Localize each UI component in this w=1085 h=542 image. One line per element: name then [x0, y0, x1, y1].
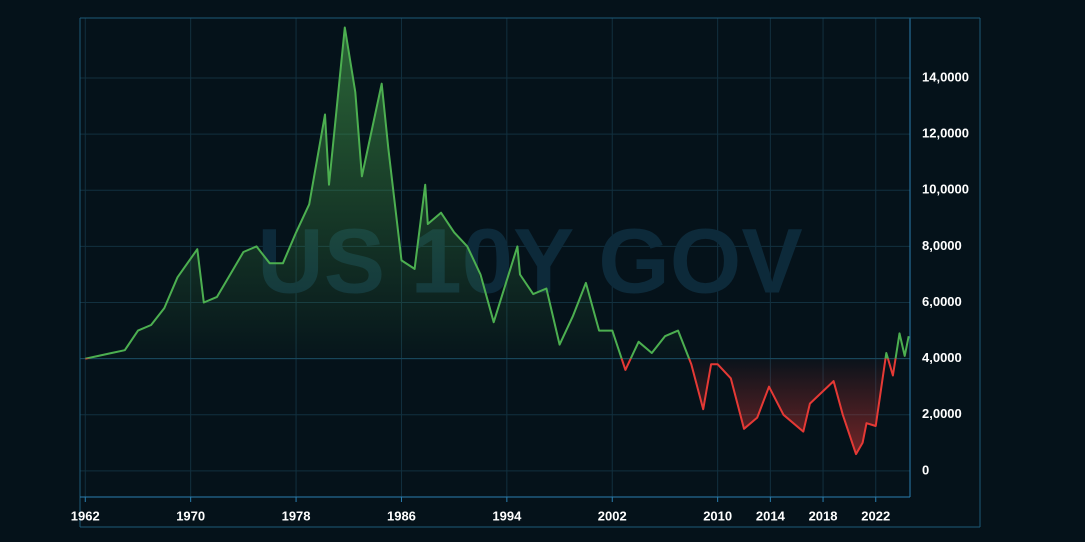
x-tick-label: 2018: [809, 508, 838, 523]
x-tick-label: 2002: [598, 508, 627, 523]
x-tick-label: 2010: [703, 508, 732, 523]
x-tick-label: 2014: [756, 508, 786, 523]
plot: [80, 26, 910, 456]
y-tick-label: 14,0000: [922, 69, 969, 84]
y-tick-label: 2,0000: [922, 406, 962, 421]
line: [85, 26, 910, 456]
area: [85, 27, 909, 455]
y-tick-label: 12,0000: [922, 126, 969, 141]
y-tick-label: 6,0000: [922, 294, 962, 309]
x-tick-label: 1994: [492, 508, 522, 523]
x-tick-label: 1978: [282, 508, 311, 523]
y-tick-label: 8,0000: [922, 238, 962, 253]
x-tick-label: 1986: [387, 508, 416, 523]
x-tick-label: 1962: [71, 508, 100, 523]
x-tick-label: 2022: [861, 508, 890, 523]
y-tick-label: 0: [922, 462, 929, 477]
x-tick-label: 1970: [176, 508, 205, 523]
y-tick-label: 10,0000: [922, 182, 969, 197]
y-tick-label: 4,0000: [922, 350, 962, 365]
